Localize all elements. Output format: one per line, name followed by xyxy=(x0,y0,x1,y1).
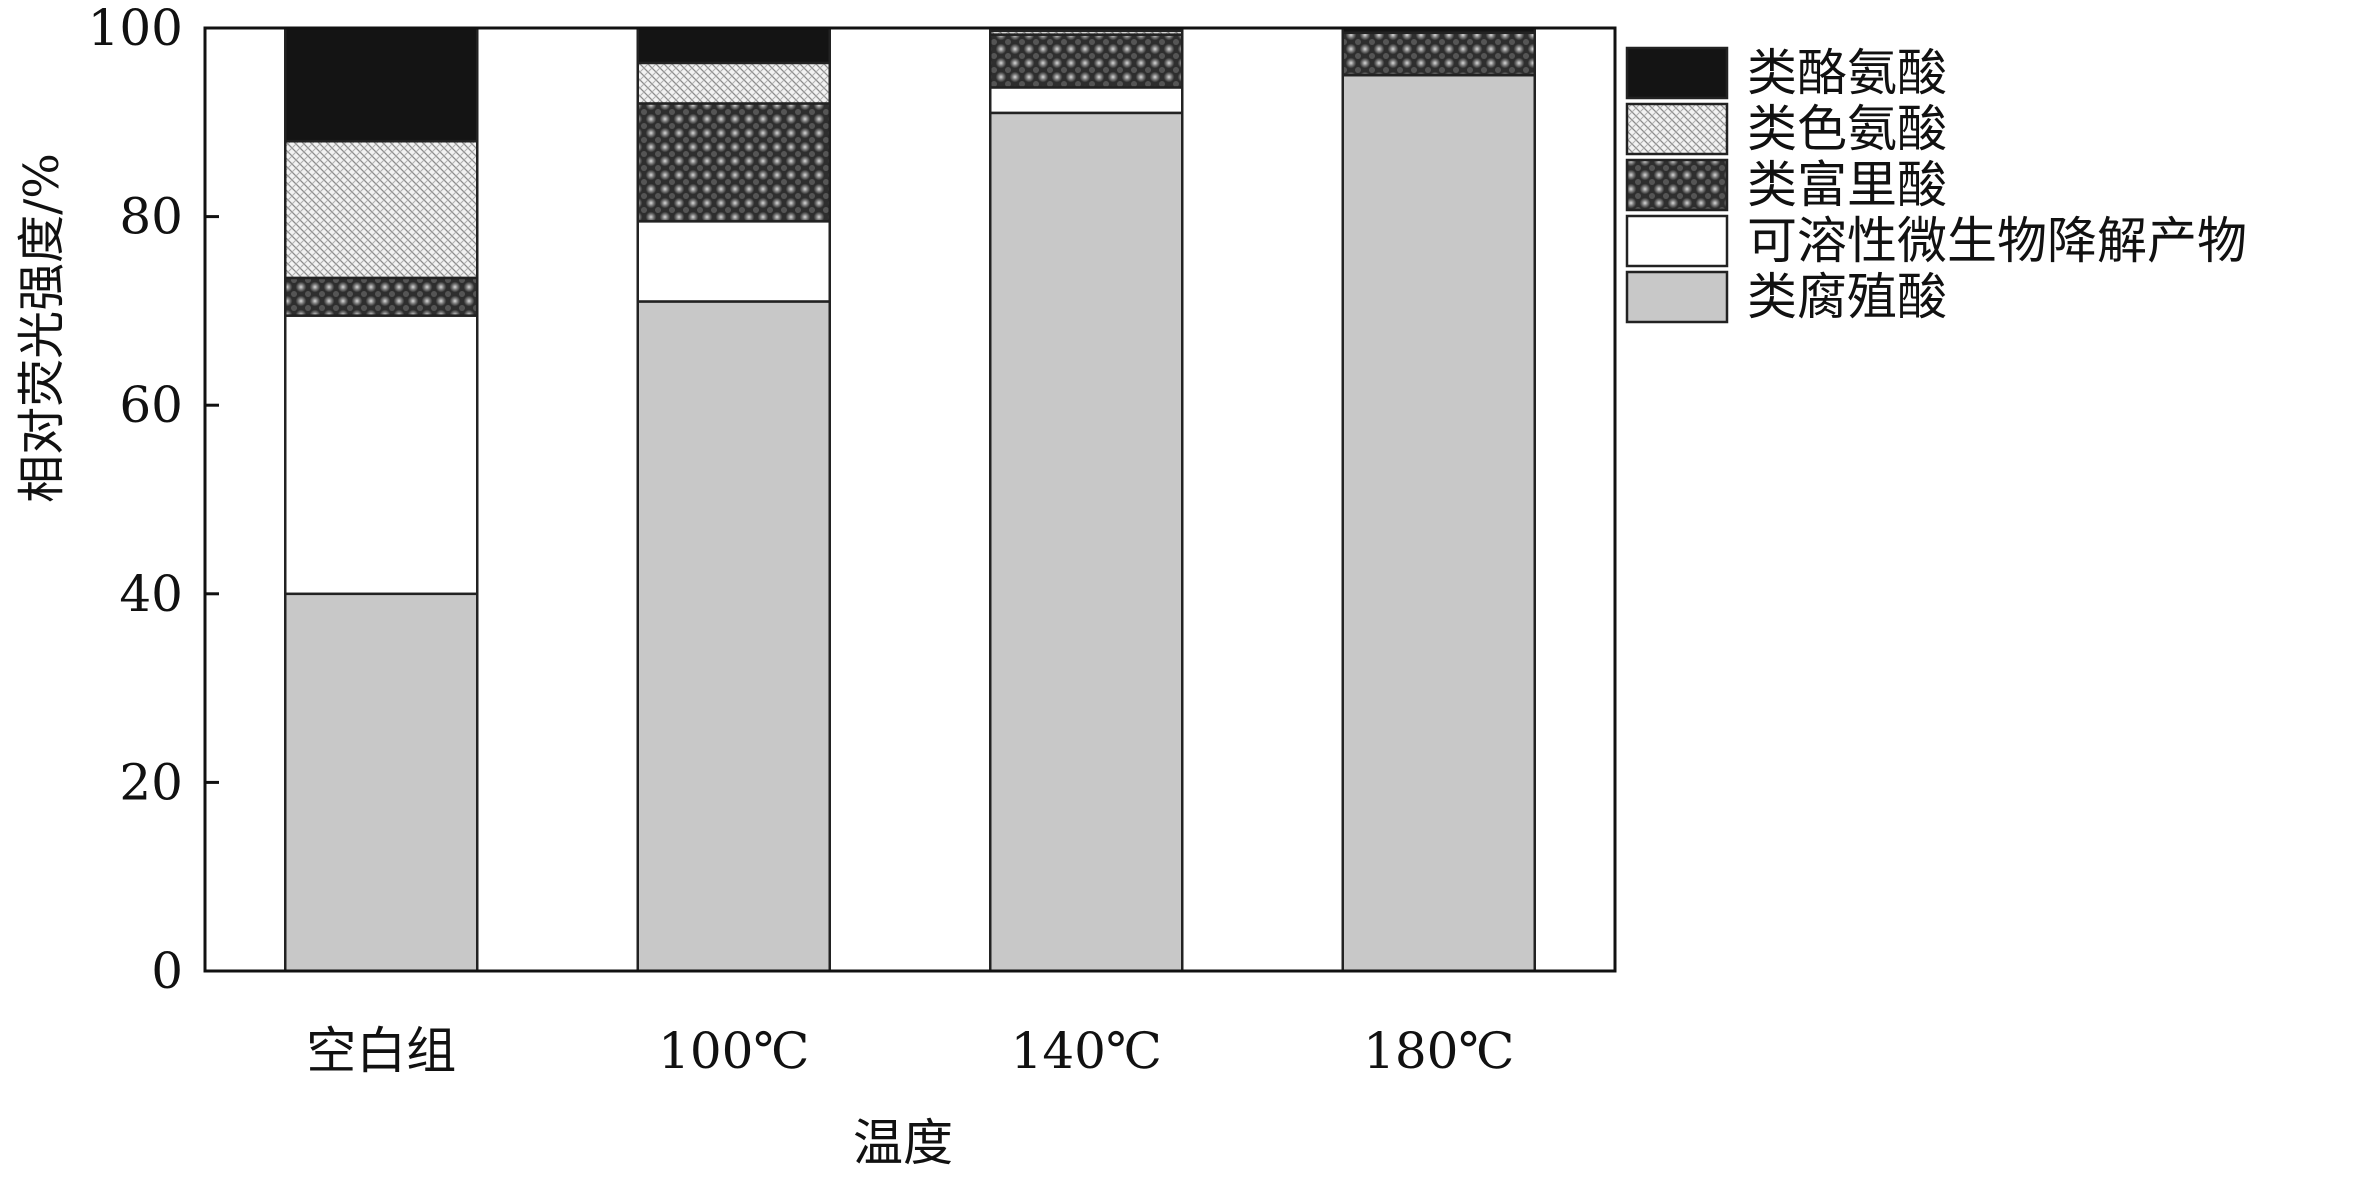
legend-item-series-4: 类色氨酸 xyxy=(1625,100,1947,158)
bar-segment-series-1-cat-3 xyxy=(989,111,1184,973)
y-tick-label: 20 xyxy=(119,753,183,811)
legend-item-series-5: 类酪氨酸 xyxy=(1625,44,1947,102)
plot-layer xyxy=(284,26,1536,973)
bar-segment-series-3-cat-1 xyxy=(284,276,479,317)
legend-swatch xyxy=(1625,46,1729,100)
axis-layer: 0 20 40 60 80 100 空白组 100℃ 140℃ 180℃ xyxy=(88,0,1617,1080)
bar-segment-series-4-cat-2 xyxy=(636,61,831,105)
legend-swatch xyxy=(1625,270,1729,324)
bar-segment-series-1-cat-4 xyxy=(1341,73,1536,973)
legend-swatch xyxy=(1625,214,1729,268)
x-tick-label: 空白组 xyxy=(306,1022,456,1080)
x-tick-label: 140℃ xyxy=(1011,1022,1162,1080)
legend-item-series-3: 类富里酸 xyxy=(1625,156,1947,214)
y-axis-label: 相对荧光强度/% xyxy=(14,153,70,503)
bar-segment-series-4-cat-1 xyxy=(284,139,479,280)
y-tick-label: 0 xyxy=(151,942,183,1000)
bar-segment-series-3-cat-3 xyxy=(989,33,1184,89)
x-tick-label: 180℃ xyxy=(1363,1022,1514,1080)
y-tick-label: 80 xyxy=(119,188,183,246)
legend-label: 类腐殖酸 xyxy=(1747,268,1947,326)
bar-segment-series-5-cat-1 xyxy=(284,26,479,143)
legend-label: 类富里酸 xyxy=(1747,156,1947,214)
bar-segment-series-2-cat-1 xyxy=(284,314,479,596)
y-tick-label: 60 xyxy=(119,376,183,434)
legend-swatch xyxy=(1625,102,1729,156)
bar-segment-series-3-cat-4 xyxy=(1341,31,1536,77)
plot-frame xyxy=(203,26,1617,973)
bar-segment-series-1-cat-1 xyxy=(284,592,479,973)
legend-item-series-1: 类腐殖酸 xyxy=(1625,268,1947,326)
bar-segment-series-2-cat-2 xyxy=(636,220,831,303)
legend-label: 类色氨酸 xyxy=(1747,100,1947,158)
x-axis-label: 温度 xyxy=(853,1114,953,1172)
legend-label: 可溶性微生物降解产物 xyxy=(1747,212,2247,270)
legend-label: 类酪氨酸 xyxy=(1747,44,1947,102)
legend-swatch xyxy=(1625,158,1729,212)
x-tick-label: 100℃ xyxy=(658,1022,809,1080)
y-tick-label: 100 xyxy=(88,0,183,57)
bar-segment-series-3-cat-2 xyxy=(636,102,831,223)
bar-segment-series-5-cat-2 xyxy=(636,26,831,65)
legend-item-series-2: 可溶性微生物降解产物 xyxy=(1625,212,2247,270)
bar-segment-series-1-cat-2 xyxy=(636,300,831,973)
y-tick-label: 40 xyxy=(119,565,183,623)
bar-segment-series-2-cat-3 xyxy=(989,86,1184,115)
